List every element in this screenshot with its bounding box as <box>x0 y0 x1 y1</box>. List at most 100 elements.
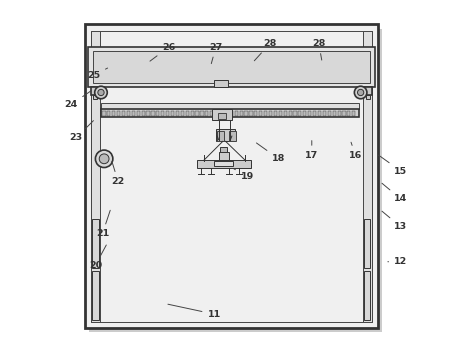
Circle shape <box>354 86 367 99</box>
Bar <box>205 111 208 116</box>
Text: 12: 12 <box>388 257 407 266</box>
Bar <box>147 111 149 116</box>
Bar <box>343 111 345 116</box>
Text: 22: 22 <box>111 162 125 186</box>
Bar <box>264 111 267 116</box>
Bar <box>298 111 301 116</box>
Bar <box>318 111 321 116</box>
Text: 13: 13 <box>382 211 407 231</box>
Bar <box>250 111 252 116</box>
Bar <box>127 111 130 116</box>
Bar <box>101 109 359 117</box>
Bar <box>181 111 184 116</box>
Bar <box>363 31 372 322</box>
Text: 25: 25 <box>87 68 108 80</box>
Bar <box>216 129 235 141</box>
Bar <box>112 111 115 116</box>
Bar <box>259 111 262 116</box>
Text: 27: 27 <box>209 43 222 64</box>
Bar <box>92 219 99 268</box>
Bar <box>254 111 258 116</box>
Bar <box>269 111 272 116</box>
Bar <box>364 219 370 268</box>
Bar <box>171 111 174 116</box>
Bar <box>229 131 235 141</box>
Bar <box>122 111 125 116</box>
Text: 26: 26 <box>150 43 175 61</box>
Bar <box>225 111 228 116</box>
Bar <box>214 161 233 166</box>
Bar <box>284 111 287 116</box>
Bar <box>362 87 372 95</box>
Bar <box>176 111 179 116</box>
Bar <box>364 271 370 320</box>
Circle shape <box>358 89 364 96</box>
Bar <box>293 111 297 116</box>
Text: 28: 28 <box>312 39 325 60</box>
Bar <box>200 111 204 116</box>
Bar <box>210 111 213 116</box>
Text: 18: 18 <box>257 143 285 163</box>
Bar <box>186 111 189 116</box>
Bar <box>85 24 378 328</box>
Bar <box>220 147 227 152</box>
Circle shape <box>99 154 109 164</box>
Bar <box>218 113 226 119</box>
Text: 17: 17 <box>305 141 318 160</box>
Text: 24: 24 <box>64 91 91 109</box>
Bar <box>107 111 110 116</box>
Bar <box>156 111 159 116</box>
Bar <box>337 111 341 116</box>
Circle shape <box>95 150 113 168</box>
Text: 16: 16 <box>349 142 362 160</box>
Bar <box>166 111 169 116</box>
Text: 19: 19 <box>234 169 254 181</box>
Bar <box>313 111 316 116</box>
Bar <box>132 111 135 116</box>
Bar <box>117 111 120 116</box>
Bar <box>323 111 326 116</box>
Bar <box>308 111 311 116</box>
Bar <box>91 87 101 95</box>
Bar <box>92 271 99 320</box>
Bar <box>101 103 359 109</box>
Bar <box>151 111 155 116</box>
Circle shape <box>98 89 104 96</box>
Bar <box>93 51 370 83</box>
Bar <box>214 80 228 87</box>
Bar <box>303 111 306 116</box>
Bar <box>274 111 277 116</box>
Text: 15: 15 <box>379 155 407 176</box>
Bar <box>215 111 218 116</box>
Text: 21: 21 <box>96 210 110 238</box>
Text: 14: 14 <box>382 183 407 203</box>
Bar <box>141 111 145 116</box>
Bar <box>279 111 282 116</box>
Bar <box>347 111 351 116</box>
Bar <box>212 109 232 120</box>
Bar <box>88 47 375 87</box>
Bar <box>196 111 199 116</box>
Bar <box>230 111 233 116</box>
Bar <box>91 31 372 322</box>
Bar <box>196 160 251 168</box>
Bar <box>352 111 355 116</box>
Bar <box>93 95 97 99</box>
Bar <box>289 111 292 116</box>
Text: 23: 23 <box>70 121 94 142</box>
Bar <box>244 111 248 116</box>
Circle shape <box>94 86 107 99</box>
Bar <box>333 111 336 116</box>
Bar <box>91 31 100 322</box>
Bar <box>235 111 238 116</box>
Text: 11: 11 <box>168 304 221 319</box>
Bar <box>219 152 229 160</box>
Bar <box>89 29 382 332</box>
Bar <box>161 111 164 116</box>
Bar <box>220 111 223 116</box>
Bar <box>328 111 331 116</box>
Bar <box>137 111 140 116</box>
Bar <box>102 111 106 116</box>
Bar <box>217 131 224 141</box>
Bar <box>190 111 194 116</box>
